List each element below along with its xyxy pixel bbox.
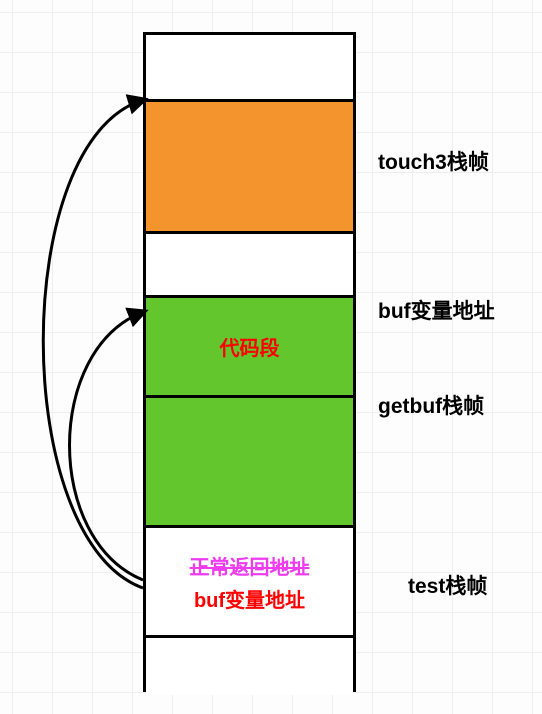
label-l4: test栈帧 [408,570,487,600]
stack-cell-c4 [146,395,353,525]
stack-column: 代码段正常返回地址 buf变量地址 [143,32,356,692]
stack-cell-c3: 代码段 [146,295,353,395]
stack-cell-c2 [146,231,353,295]
arrow-a1 [43,100,143,588]
label-l2: buf变量地址 [378,295,495,325]
stack-cell-c6 [146,635,353,695]
original-return-address-text: 正常返回地址 [190,551,310,580]
stack-cell-c1 [146,99,353,231]
label-l3: getbuf栈帧 [378,390,484,420]
cell-text-c3: 代码段 [220,332,280,361]
stack-cell-c5: 正常返回地址 buf变量地址 [146,525,353,635]
arrow-a2 [70,312,144,580]
overwritten-address-text: buf变量地址 [194,584,305,613]
label-l1: touch3栈帧 [378,146,489,176]
stack-cell-c0 [146,35,353,99]
